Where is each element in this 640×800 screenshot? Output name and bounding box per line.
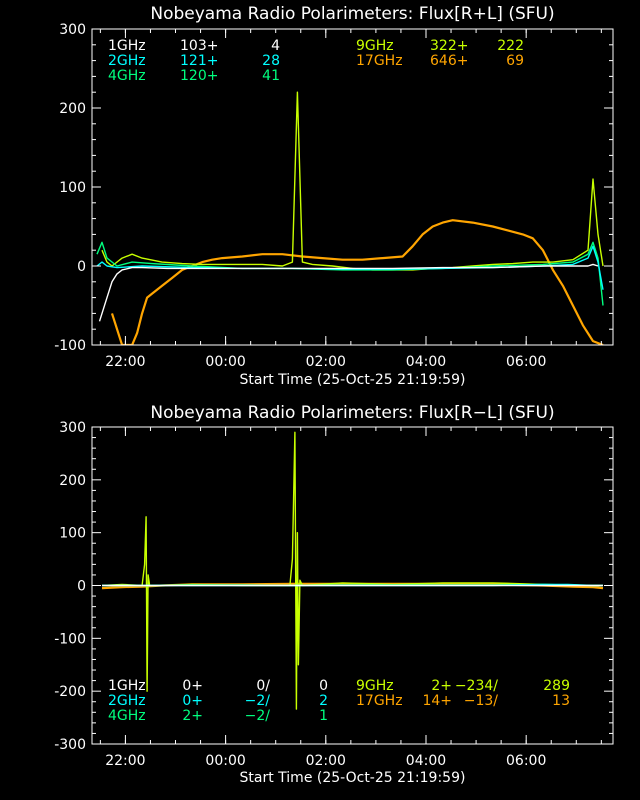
legend-mid: −2/ <box>245 693 271 709</box>
plot-frame <box>91 28 614 346</box>
legend-base: 14+ <box>422 693 452 709</box>
y-tick-label: 0 <box>77 259 86 275</box>
legend-peak: 1 <box>319 708 328 724</box>
x-tick-label: 00:00 <box>205 753 245 769</box>
y-tick-label: 200 <box>59 473 86 489</box>
legend-peak: 0 <box>319 678 328 694</box>
series-line-17ghz <box>110 219 604 345</box>
y-tick-label: 100 <box>59 180 86 196</box>
legend-freq: 2GHz <box>108 53 146 69</box>
legend-mid: 0/ <box>256 678 270 694</box>
legend-peak: 289 <box>543 678 570 694</box>
x-tick-label: 06:00 <box>506 753 546 769</box>
series-group <box>101 431 604 710</box>
legend-base: 322+ <box>430 38 468 54</box>
legend-freq: 4GHz <box>108 68 146 84</box>
chart-panel-2: Nobeyama Radio Polarimeters: Flux[R−L] (… <box>54 403 614 786</box>
series-line-17ghz <box>101 582 604 590</box>
chart-panel-1: Nobeyama Radio Polarimeters: Flux[R+L] (… <box>54 4 614 388</box>
x-tick-label: 04:00 <box>406 753 446 769</box>
legend-freq: 1GHz <box>108 678 146 694</box>
series-group <box>96 91 604 345</box>
y-tick-label: -100 <box>54 338 86 354</box>
legend-freq: 2GHz <box>108 693 146 709</box>
legend-mid: −13/ <box>464 693 499 709</box>
x-tick-label: 22:00 <box>105 354 145 370</box>
legend: 1GHz 103+ 4 2GHz 121+ 28 4GHz 120+ 41 9GHz 322+ 222… <box>108 38 524 84</box>
y-tick-label: 100 <box>59 526 86 542</box>
legend-base: 121+ <box>180 53 218 69</box>
x-axis-label: Start Time (25-Oct-25 21:19:59) <box>240 372 466 388</box>
x-axis-label: Start Time (25-Oct-25 21:19:59) <box>240 770 466 786</box>
legend-base: 646+ <box>430 53 468 69</box>
legend-peak: 69 <box>506 53 524 69</box>
x-tick-label: 22:00 <box>105 753 145 769</box>
y-tick-label: -100 <box>54 631 86 647</box>
legend-peak: 13 <box>552 693 570 709</box>
legend-freq: 1GHz <box>108 38 146 54</box>
x-tick-label: 06:00 <box>506 354 546 370</box>
legend-base: 103+ <box>180 38 218 54</box>
legend-freq: 4GHz <box>108 708 146 724</box>
y-tick-label: 300 <box>59 420 86 436</box>
chart-title: Nobeyama Radio Polarimeters: Flux[R−L] (… <box>150 403 554 423</box>
legend-base: 0+ <box>182 693 203 709</box>
x-tick-label: 00:00 <box>205 354 245 370</box>
legend-freq: 17GHz <box>356 53 403 69</box>
series-line-4ghz <box>96 241 604 306</box>
y-tick-label: 200 <box>59 101 86 117</box>
legend-peak: 41 <box>262 68 280 84</box>
legend-mid: −234/ <box>455 678 498 694</box>
chart-title: Nobeyama Radio Polarimeters: Flux[R+L] (… <box>150 4 554 24</box>
y-tick-label: -200 <box>54 684 86 700</box>
legend-freq: 9GHz <box>356 38 394 54</box>
legend-peak: 2 <box>319 693 328 709</box>
x-tick-label: 04:00 <box>406 354 446 370</box>
legend-peak: 28 <box>262 53 280 69</box>
legend-freq: 17GHz <box>356 693 403 709</box>
legend-base: 2+ <box>182 708 203 724</box>
x-tick-label: 02:00 <box>306 354 346 370</box>
legend-peak: 222 <box>497 38 524 54</box>
legend-base: 120+ <box>180 68 218 84</box>
legend-base: 2+ <box>431 678 452 694</box>
x-tick-label: 02:00 <box>306 753 346 769</box>
legend-mid: −2/ <box>245 708 271 724</box>
series-line-1ghz <box>98 263 599 322</box>
y-tick-label: 0 <box>77 579 86 595</box>
y-tick-label: 300 <box>59 22 86 38</box>
y-tick-label: -300 <box>54 737 86 753</box>
series-line-9ghz <box>101 91 604 271</box>
series-line-9ghz <box>101 431 603 710</box>
legend-base: 0+ <box>182 678 203 694</box>
legend-freq: 9GHz <box>356 678 394 694</box>
series-line-2ghz <box>96 245 604 290</box>
legend-peak: 4 <box>271 38 280 54</box>
